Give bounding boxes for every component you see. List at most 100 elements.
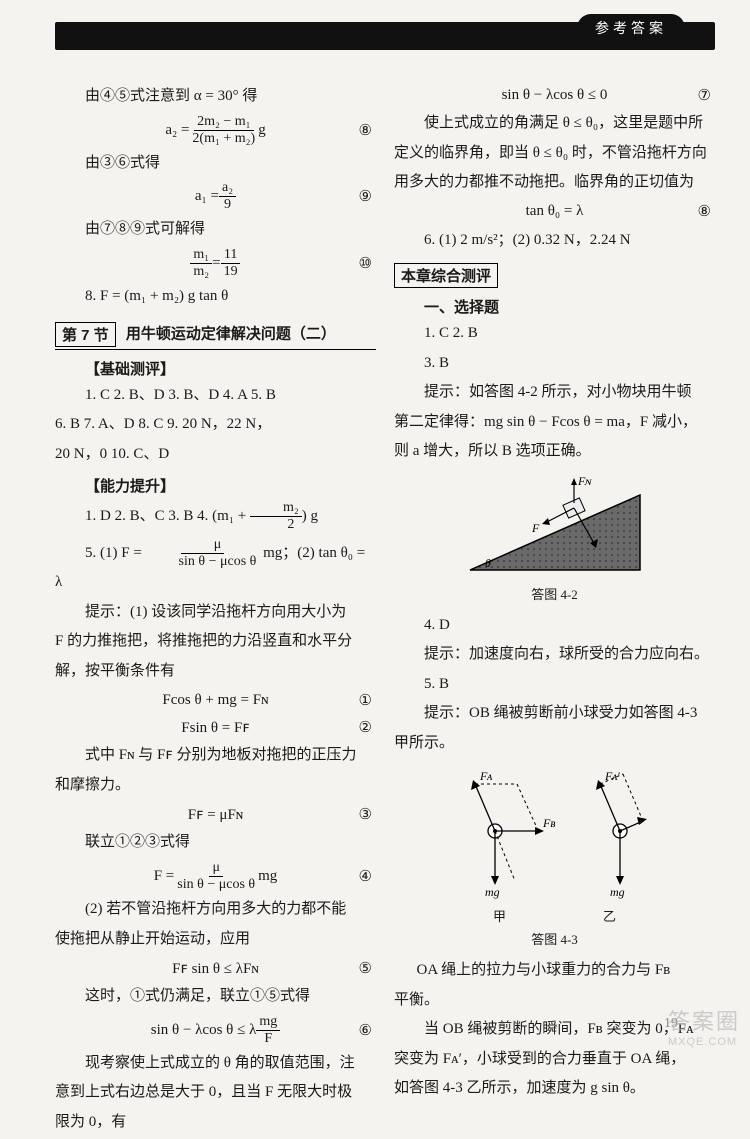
text-line: 由③⑥式得 <box>55 151 376 177</box>
watermark-small: MXQE.COM <box>668 1036 740 1048</box>
text-line: 定义的临界角，即当 θ ≤ θ₀ 时，不管沿拖杆方向 <box>394 141 715 167</box>
svg-text:F: F <box>531 521 540 535</box>
text-line: 解，按平衡条件有 <box>55 659 376 685</box>
frac-num: m₁ <box>190 247 212 264</box>
frac-den: 9 <box>221 197 234 213</box>
text-line: 限为 0，有 <box>55 1110 376 1136</box>
chapter-title: 本章综合测评 <box>394 263 498 288</box>
subfig-jia: 甲 <box>493 906 506 925</box>
force-diagram-icon: Fᴀ Fʙ mg Fᴀ′ <box>425 766 685 906</box>
text-line: 由④⑤式注意到 α = 30° 得 <box>55 84 376 110</box>
frac-num: m₂ <box>250 500 302 517</box>
answer-line: 6. B 7. A、D 8. C 9. 20 N，22 N， <box>55 412 376 438</box>
frac-num: 11 <box>221 247 240 264</box>
eq-text: Fcos θ + mg = Fɴ <box>162 692 268 709</box>
text-line: 使拖把从静止开始运动，应用 <box>55 927 376 953</box>
frac-num: a₂ <box>219 180 236 197</box>
text-line: F 的力推拖把，将推拖把的力沿竖直和水平分 <box>55 629 376 655</box>
text-line: (2) 若不管沿拖杆方向用多大的力都不能 <box>55 897 376 923</box>
eq-lhs: sin θ − λcos θ ≤ λ <box>151 1022 257 1039</box>
header-badge: 参考答案 <box>577 14 685 42</box>
eq-marker: ⑩ <box>359 254 372 273</box>
answer-line: 4. D <box>394 613 715 639</box>
ability-title: 【能力提升】 <box>55 475 376 496</box>
text-line: 用多大的力都推不动拖把。临界角的正切值为 <box>394 170 715 196</box>
eq-text: Fsin θ = Fꜰ <box>181 718 249 737</box>
eq-marker: ① <box>359 691 372 710</box>
watermark: 答案圈 MXQE.COM <box>668 1004 740 1048</box>
equation: m₁ m₂ = 11 19 ⑩ <box>55 247 376 280</box>
text-line: 提示：OB 绳被剪断前小球受力如答图 4-3 <box>394 701 715 727</box>
fraction: 2m₂ − m₁ 2(m₁ + m₂) <box>189 114 258 147</box>
frac-den: 2 <box>254 517 297 533</box>
eq-lhs: F = <box>154 868 175 885</box>
frac-den: sin θ − μcos θ <box>174 877 258 893</box>
text-line: 6. (1) 2 m/s²；(2) 0.32 N，2.24 N <box>394 228 715 254</box>
left-column: 由④⑤式注意到 α = 30° 得 a₂ = 2m₂ − m₁ 2(m₁ + m… <box>55 80 376 1139</box>
figure-4-3: Fᴀ Fʙ mg Fᴀ′ <box>394 766 715 948</box>
figure-4-2: Fɴ F θ 答图 4-2 <box>394 475 715 603</box>
equation: Fcos θ + mg = Fɴ ① <box>55 688 376 712</box>
basics-title: 【基础测评】 <box>55 358 376 379</box>
svg-text:mg: mg <box>610 885 625 899</box>
eq-marker: ⑥ <box>359 1021 372 1040</box>
answer-line: 3. B <box>394 351 715 377</box>
equation: sin θ − λcos θ ≤ λ mg F ⑥ <box>55 1014 376 1047</box>
frac-den: 2(m₁ + m₂) <box>189 131 258 147</box>
text-line: 和摩擦力。 <box>55 773 376 799</box>
eq-marker: ④ <box>359 867 372 886</box>
text-line: 由⑦⑧⑨式可解得 <box>55 217 376 243</box>
frac-den: m₂ <box>190 264 212 280</box>
frac-num: μ <box>209 860 223 877</box>
eq-lhs: a₁ = <box>195 188 219 205</box>
eq-text: tan θ₀ = λ <box>526 203 584 220</box>
equation: a₁ = a₂ 9 ⑨ <box>55 180 376 213</box>
eq-text: Fꜰ = μFɴ <box>188 805 244 824</box>
eq-text: Fꜰ sin θ ≤ λFɴ <box>172 959 259 978</box>
subfig-labels: 甲 乙 <box>445 906 665 925</box>
text-line: 第二定律得：mg sin θ − Fcos θ = ma，F 减小， <box>394 410 715 436</box>
eq-marker: ② <box>359 718 372 737</box>
eq-marker: ⑧ <box>359 121 372 140</box>
fraction: μsin θ − μcos θ <box>146 537 260 570</box>
eq-text: sin θ − λcos θ ≤ 0 <box>502 87 608 104</box>
equation: a₂ = 2m₂ − m₁ 2(m₁ + m₂) g ⑧ <box>55 114 376 147</box>
text-line: 甲所示。 <box>394 731 715 757</box>
answer-line: 1. C 2. B、D 3. B、D 4. A 5. B <box>55 383 376 409</box>
text-line: OA 绳上的拉力与小球重力的合力与 Fʙ <box>394 958 715 984</box>
frac-den: sin θ − μcos θ <box>146 554 260 570</box>
equation: Fꜰ sin θ ≤ λFɴ ⑤ <box>55 956 376 980</box>
text-line: 提示：加速度向右，球所受的合力应向右。 <box>394 642 715 668</box>
section-7-header: 第 7 节 用牛顿运动定律解决问题（二） <box>55 322 376 350</box>
incline-diagram-icon: Fɴ F θ <box>460 475 650 580</box>
answer-line: 1. D 2. B、C 3. B 4. (m₁ + m₂2) g <box>55 500 376 533</box>
equation: Fꜰ = μFɴ ③ <box>55 802 376 826</box>
figure-caption: 答图 4-3 <box>394 929 715 948</box>
eq-rhs: g <box>258 122 266 139</box>
text: 1. D 2. B、C 3. B 4. (m₁ + <box>85 508 250 524</box>
fraction: mg F <box>256 1014 280 1047</box>
svg-text:Fʙ: Fʙ <box>542 816 556 830</box>
equation: Fsin θ = Fꜰ ② <box>55 715 376 739</box>
fraction: μ sin θ − μcos θ <box>174 860 258 893</box>
text-line: 8. F = (m₁ + m₂) g tan θ <box>55 284 376 310</box>
text-line: 提示：如答图 4-2 所示，对小物块用牛顿 <box>394 380 715 406</box>
watermark-big: 答案圈 <box>668 1009 740 1034</box>
eq-lhs: a₂ = <box>165 122 189 139</box>
subfig-yi: 乙 <box>603 906 616 925</box>
frac-num: 2m₂ − m₁ <box>194 114 253 131</box>
fraction: m₁ m₂ <box>190 247 212 280</box>
text-line: 使上式成立的角满足 θ ≤ θ₀，这里是题中所 <box>394 111 715 137</box>
svg-text:Fɴ: Fɴ <box>577 475 592 488</box>
text-line: 式中 Fɴ 与 Fꜰ 分别为地板对拖把的正压力 <box>55 743 376 769</box>
section-number-box: 第 7 节 <box>55 322 116 347</box>
equation: sin θ − λcos θ ≤ 0 ⑦ <box>394 83 715 107</box>
select-title: 一、选择题 <box>394 296 715 317</box>
answer-line: 1. C 2. B <box>394 321 715 347</box>
chapter-title-box: 本章综合测评 <box>394 263 715 288</box>
text-line: 突变为 Fᴀ′，小球受到的合力垂直于 OA 绳， <box>394 1047 715 1073</box>
text-line: 现考察使上式成立的 θ 角的取值范围，注 <box>55 1051 376 1077</box>
fraction: a₂ 9 <box>219 180 236 213</box>
frac-den: 19 <box>221 264 241 280</box>
eq-marker: ⑨ <box>359 187 372 206</box>
